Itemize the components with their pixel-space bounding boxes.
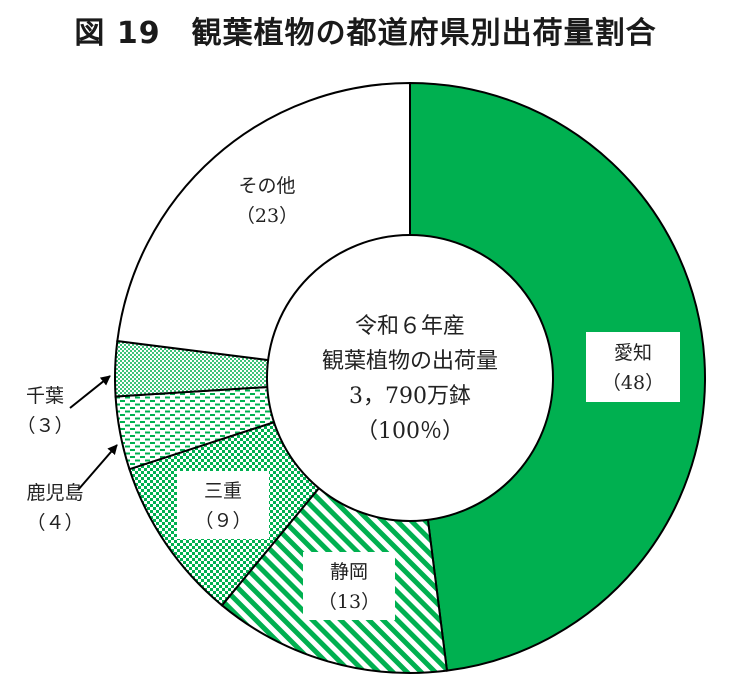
- center-line-3: 3，790万鉢: [349, 384, 471, 409]
- label-box: [586, 332, 680, 402]
- slice-label-kagoshima: 鹿児島 （４）: [26, 444, 118, 534]
- slice-value: （48）: [602, 372, 664, 394]
- slice-aichi: [409, 81, 706, 672]
- slice-value: （３）: [16, 415, 73, 437]
- slice-value: （23）: [236, 205, 298, 227]
- slice-label-aichi: 愛知 （48）: [586, 332, 680, 402]
- slice-label-mie: 三重 （９）: [177, 471, 269, 539]
- slice-name: 静岡: [330, 561, 368, 583]
- slice-value: （13）: [318, 591, 380, 613]
- slice-name: 千葉: [26, 385, 64, 407]
- center-line-2: 観葉植物の出荷量: [322, 349, 498, 374]
- slice-name: その他: [238, 175, 295, 197]
- chart-title: 図 19 観葉植物の都道府県別出荷量割合: [74, 16, 657, 51]
- donut-hole: [266, 234, 554, 522]
- slice-label-other: その他 （23）: [236, 175, 298, 227]
- slice-name: 愛知: [614, 342, 652, 364]
- label-box: [177, 471, 269, 539]
- slice-label-chiba: 千葉 （３）: [16, 375, 111, 437]
- slice-name: 鹿児島: [26, 482, 83, 504]
- center-line-4: （100％）: [356, 419, 464, 444]
- slice-value: （４）: [26, 512, 83, 534]
- center-label: 令和６年産 観葉植物の出荷量 3，790万鉢 （100％）: [322, 314, 498, 444]
- slice-label-shizuoka: 静岡 （13）: [303, 552, 395, 620]
- slice-value: （９）: [194, 510, 251, 532]
- label-box: [303, 552, 395, 620]
- pointer-arrow: [77, 444, 118, 491]
- pointer-arrow: [69, 375, 111, 409]
- slice-name: 三重: [204, 480, 242, 502]
- center-line-1: 令和６年産: [355, 314, 465, 339]
